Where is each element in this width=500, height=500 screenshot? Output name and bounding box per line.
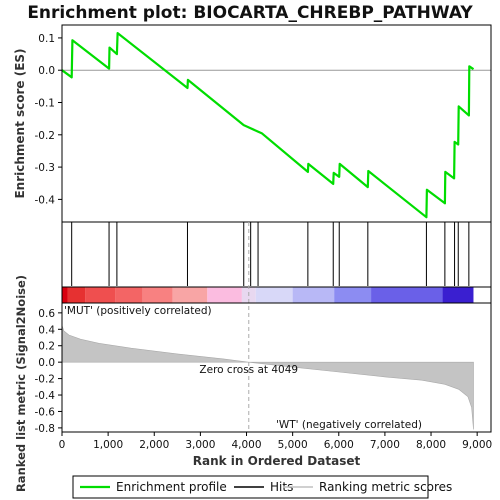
es-y-tick-label: -0.2 [35,130,56,142]
heat-segment [371,287,443,303]
es-y-tick-label: 0.1 [38,33,55,45]
heat-segment [67,287,86,303]
es-y-tick-label: 0.0 [38,65,55,77]
chart-title: Enrichment plot: BIOCARTA_CHREBP_PATHWAY [27,3,473,23]
es-y-tick-label: -0.1 [35,98,56,110]
metric-y-tick-label: 0.6 [38,308,55,320]
heat-segment [172,287,208,303]
positive-correlation-label: 'MUT' (positively correlated) [64,305,212,317]
enrichment-profile-line [61,31,475,219]
heat-segment [142,287,173,303]
x-axis: 0 1,000 2,000 3,000 4,000 5,000 6,000 7,000 8,00… [59,432,492,451]
legend-label-ranking-metric: Ranking metric scores [319,480,452,494]
x-tick-label: 7,000 [370,439,400,451]
heat-segment [292,287,335,303]
ranking-metric-area [61,325,474,430]
metric-y-tick-label: -0.6 [35,406,56,418]
heat-segment [115,287,143,303]
legend-label-enrichment-profile: Enrichment profile [116,480,227,494]
metric-y-tick-label: 0.0 [38,357,55,369]
metric-y-tick-label: 0.2 [38,341,55,353]
negative-correlation-label: 'WT' (negatively correlated) [276,419,422,431]
metric-y-tick-label: -0.4 [35,390,56,402]
legend-label-hits: Hits [270,480,293,494]
enrichment-score-panel: 0.1 0.0 -0.1 -0.2 -0.3 -0.4 [35,24,492,223]
heat-segment [207,287,242,303]
heat-segment [62,287,68,303]
x-tick-label: 8,000 [416,439,446,451]
x-tick-label: 1,000 [93,439,123,451]
x-tick-label: 6,000 [324,439,354,451]
metric-plot-frame [61,302,492,433]
legend: Enrichment profile Hits Ranking metric s… [72,475,452,499]
heat-segment [255,287,293,303]
heat-segment [334,287,372,303]
rank-heatmap-bar [61,286,492,304]
ranked-metric-panel: 0.6 0.4 0.2 0.0 -0.2 -0.4 -0.6 -0.8 Zero cross … [35,222,492,435]
x-tick-label: 2,000 [139,439,169,451]
x-axis-label: Rank in Ordered Dataset [193,454,361,468]
metric-y-tick-label: 0.4 [38,324,55,336]
zero-cross-label: Zero cross at 4049 [199,364,298,376]
hits-panel [61,221,492,288]
heat-segment [85,287,116,303]
es-y-tick-label: -0.3 [35,162,56,174]
es-y-tick-label: -0.4 [35,194,56,206]
x-tick-label: 9,000 [462,439,492,451]
x-tick-label: 5,000 [278,439,308,451]
metric-y-tick-label: -0.8 [35,423,56,435]
x-tick-label: 4,000 [231,439,261,451]
es-y-axis-label: Enrichment score (ES) [13,48,27,198]
metric-y-tick-label: -0.2 [35,374,56,386]
heat-segment [442,287,474,303]
x-tick-label: 3,000 [185,439,215,451]
x-tick-label: 0 [59,439,66,451]
metric-y-axis-label: Ranked list metric (Signal2Noise) [14,275,28,492]
